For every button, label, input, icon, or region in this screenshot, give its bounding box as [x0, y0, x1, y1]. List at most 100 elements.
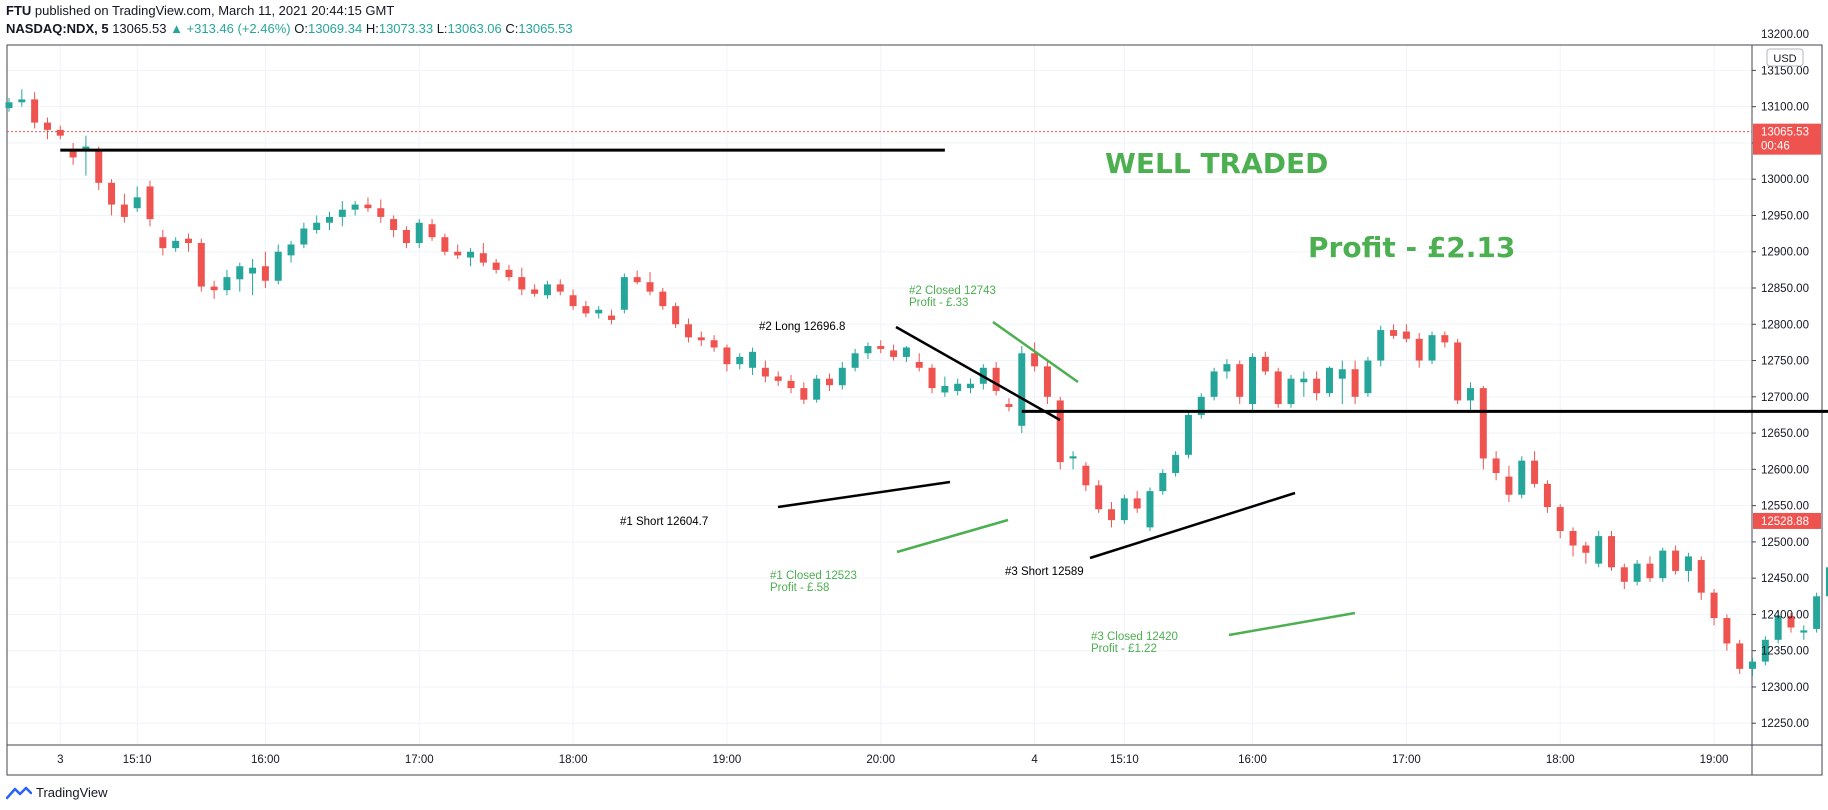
y-tick-label: 13150.00	[1761, 65, 1809, 77]
candle-body	[1274, 371, 1282, 405]
candle-body	[1595, 536, 1603, 564]
candle-body	[569, 295, 577, 307]
y-tick-label: 12300.00	[1761, 682, 1809, 694]
candle-up	[172, 237, 180, 252]
candle-up	[1761, 636, 1769, 666]
y-tick-label: 12700.00	[1761, 392, 1809, 404]
y-tick-label: 12950.00	[1761, 210, 1809, 222]
candle-up	[864, 342, 872, 360]
last-price-tag-bg	[1753, 123, 1821, 155]
candle-body	[697, 337, 705, 341]
candle-up	[133, 186, 141, 212]
x-tick-label: 19:00	[713, 754, 742, 766]
candle-down	[1543, 480, 1551, 513]
candle-up	[1659, 547, 1667, 582]
candle-body	[1313, 378, 1321, 394]
candle-body	[620, 277, 628, 310]
y-tick-label: 12650.00	[1761, 428, 1809, 440]
candle-body	[1749, 661, 1757, 669]
short1-label: #1 Short 12604.7	[620, 516, 708, 528]
candle-body	[633, 277, 641, 283]
candle-down	[672, 302, 680, 328]
candle-body	[287, 244, 295, 256]
candle-down	[1082, 462, 1090, 492]
candle-up	[1633, 560, 1641, 586]
candle-up	[851, 348, 859, 372]
candle-down	[1454, 338, 1462, 405]
short3-label: #3 Short 12589	[1005, 566, 1084, 578]
candle-body	[1800, 630, 1808, 633]
candle-down	[697, 331, 705, 347]
candle-down	[1441, 331, 1449, 348]
x-tick-label: 19:00	[1700, 754, 1729, 766]
y-tick-label: 12550.00	[1761, 501, 1809, 513]
candle-body	[800, 388, 808, 400]
candle-up	[838, 361, 846, 390]
candle-up	[749, 347, 757, 376]
candle-body	[967, 383, 974, 389]
candle-up	[543, 280, 551, 299]
candle-up	[595, 306, 603, 319]
candle-body	[543, 284, 551, 296]
candle-up	[338, 200, 346, 227]
candle-up	[5, 97, 13, 112]
grid	[7, 45, 1752, 745]
candle-body	[18, 99, 26, 103]
candle-up	[1184, 411, 1192, 459]
prev-close-tag-bg	[1753, 512, 1821, 529]
candle-down	[108, 179, 116, 216]
candle-body	[992, 367, 1000, 392]
candle-down	[210, 280, 218, 299]
candle-body	[1249, 356, 1257, 405]
candle-body	[313, 222, 321, 230]
candle-up	[1800, 625, 1808, 640]
candle-down	[761, 360, 769, 383]
x-tick-label: 18:00	[1546, 754, 1575, 766]
candle-body	[1582, 545, 1590, 553]
tradingview-logo-icon	[6, 786, 32, 799]
candle-body	[941, 385, 949, 393]
candle-body	[813, 378, 821, 400]
candle-down	[890, 344, 898, 361]
candle-down	[1582, 541, 1590, 564]
candle-up	[813, 375, 821, 403]
y-tick-label: 12750.00	[1761, 356, 1809, 368]
candle-body	[774, 376, 782, 381]
candle-down	[95, 146, 103, 191]
candle-up	[620, 273, 628, 314]
candle-body	[377, 208, 385, 217]
candle-down	[992, 361, 1000, 396]
currency-badge[interactable]: USD	[1766, 48, 1804, 67]
y-tick-label: 12600.00	[1761, 464, 1809, 476]
candle-down	[1505, 465, 1513, 502]
time-axis[interactable]: 3 15:10 16:00 17:00 18:00 19:00 20:00 4 15:10 16:…	[57, 754, 1828, 766]
x-tick-label: 16:00	[1238, 754, 1267, 766]
candle-body	[556, 284, 564, 292]
candle-body	[1787, 615, 1795, 628]
x-tick-label: 15:10	[123, 754, 152, 766]
candle-body	[1402, 331, 1410, 339]
candle-body	[351, 204, 359, 210]
candle-body	[1236, 364, 1244, 397]
candle-body	[1569, 531, 1577, 546]
candle-body	[197, 243, 205, 287]
candle-up	[300, 222, 308, 249]
candle-up	[1364, 356, 1372, 397]
candle-body	[172, 240, 180, 249]
close-value: 13065.53	[518, 21, 573, 36]
candle-body	[928, 367, 936, 389]
candle-down	[1556, 504, 1564, 539]
candle-down	[120, 193, 128, 223]
x-tick-label: 18:00	[559, 754, 588, 766]
candle-up	[274, 244, 282, 285]
candle-up	[1428, 331, 1436, 365]
footer-brand[interactable]: TradingView	[6, 785, 108, 800]
candle-body	[915, 361, 923, 368]
candle-body	[1479, 388, 1487, 459]
price-tags: USD 13065.53 00:46 12528.88	[1753, 48, 1821, 529]
candle-up	[415, 219, 423, 249]
symbol-label[interactable]: NASDAQ:NDX, 5	[6, 21, 109, 36]
candle-body	[710, 340, 718, 348]
candle-down	[377, 199, 385, 223]
